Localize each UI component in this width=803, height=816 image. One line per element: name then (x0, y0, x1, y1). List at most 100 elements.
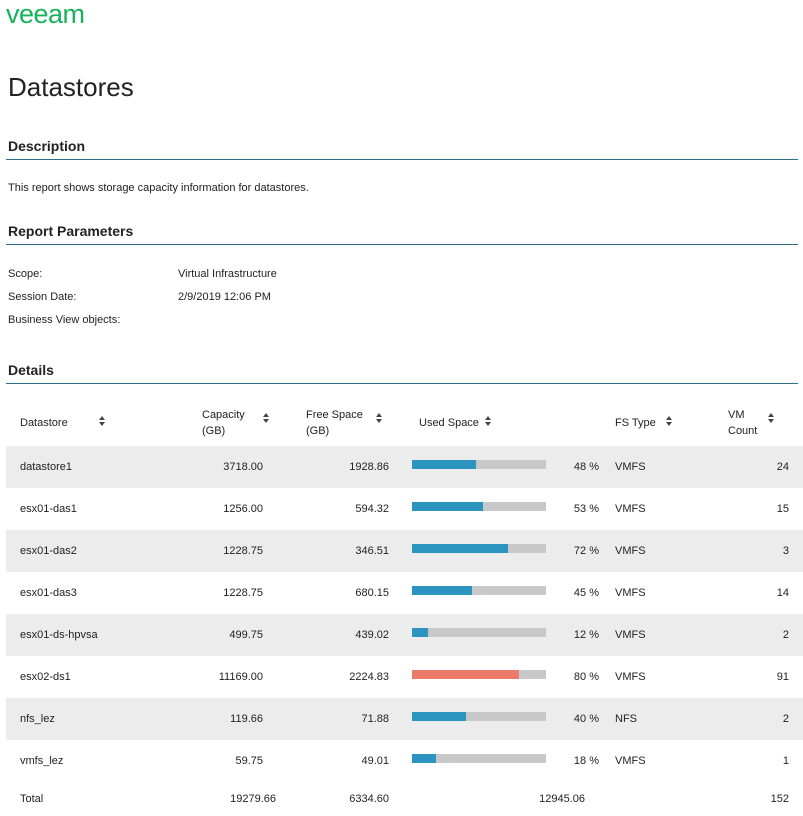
section-title-description: Description (8, 138, 86, 154)
section-divider (6, 244, 798, 245)
veeam-logo: veeam (6, 2, 118, 26)
table-row: esx02-ds1 11169.00 2224.83 80 % VMFS 91 (6, 656, 803, 698)
column-header-label: Datastore (20, 417, 68, 429)
total-vm-count: 152 (770, 793, 789, 805)
column-header-used-space[interactable]: Used Space (419, 415, 479, 431)
column-header-label: VM (728, 409, 745, 421)
table-row: nfs_lez 119.66 71.88 40 % NFS 2 (6, 698, 803, 740)
vm-count-value: 3 (782, 545, 789, 557)
vm-count-value: 91 (776, 671, 789, 683)
capacity-value: 3718.00 (223, 461, 263, 473)
free-space-value: 680.15 (355, 587, 389, 599)
used-space-bar (412, 712, 546, 721)
section-divider (6, 159, 798, 160)
used-space-bar (412, 502, 546, 511)
datastores-table: Datastore Capacity (GB) Free Space (GB) … (6, 400, 803, 816)
used-space-bar-fill (412, 586, 473, 595)
fs-type-value: NFS (615, 713, 637, 725)
column-header-label: Capacity (202, 409, 245, 421)
capacity-value: 59.75 (235, 755, 263, 767)
param-value-session-date: 2/9/2019 12:06 PM (178, 291, 271, 303)
column-header-capacity[interactable]: Capacity (GB) (202, 407, 245, 439)
column-header-free-space[interactable]: Free Space (GB) (306, 407, 363, 439)
table-row: esx01-das2 1228.75 346.51 72 % VMFS 3 (6, 530, 803, 572)
column-header-label: Used Space (419, 417, 479, 429)
param-value-scope: Virtual Infrastructure (178, 268, 277, 280)
datastore-name: esx01-das3 (20, 587, 77, 599)
section-title-parameters: Report Parameters (8, 223, 134, 239)
used-space-percent: 18 % (573, 755, 599, 767)
table-row: esx01-das1 1256.00 594.32 53 % VMFS 15 (6, 488, 803, 530)
column-header-label-2: Count (728, 425, 758, 437)
section-title-details: Details (8, 362, 54, 378)
free-space-value: 2224.83 (349, 671, 389, 683)
used-space-bar (412, 628, 546, 637)
vm-count-value: 15 (776, 503, 789, 515)
fs-type-value: VMFS (615, 545, 646, 557)
table-row: vmfs_lez 59.75 49.01 18 % VMFS 1 (6, 740, 803, 782)
table-total-row: Total 19279.66 6334.60 12945.06 152 (6, 782, 803, 816)
datastore-name: esx01-das2 (20, 545, 77, 557)
used-space-bar-fill (412, 754, 437, 763)
param-label-business-view: Business View objects: (8, 314, 121, 326)
column-header-label: Free Space (306, 409, 363, 421)
param-label-session-date: Session Date: (8, 291, 77, 303)
vm-count-value: 1 (782, 755, 789, 767)
capacity-value: 499.75 (229, 629, 263, 641)
column-header-unit: (GB) (306, 425, 330, 437)
fs-type-value: VMFS (615, 629, 646, 641)
datastore-name: vmfs_lez (20, 755, 64, 767)
sort-icon[interactable] (666, 415, 672, 427)
table-row: esx01-das3 1228.75 680.15 45 % VMFS 14 (6, 572, 803, 614)
used-space-bar (412, 754, 546, 763)
datastore-name: nfs_lez (20, 713, 55, 725)
sort-icon[interactable] (99, 415, 105, 427)
used-space-percent: 72 % (573, 545, 599, 557)
total-capacity: 19279.66 (230, 793, 276, 805)
datastore-name: esx01-ds-hpvsa (20, 629, 98, 641)
used-space-percent: 40 % (573, 713, 599, 725)
table-body: datastore1 3718.00 1928.86 48 % VMFS 24 … (6, 446, 803, 782)
used-space-bar-fill (412, 670, 520, 679)
table-row: esx01-ds-hpvsa 499.75 439.02 12 % VMFS 2 (6, 614, 803, 656)
free-space-value: 346.51 (355, 545, 389, 557)
used-space-bar-fill (412, 544, 509, 553)
free-space-value: 1928.86 (349, 461, 389, 473)
fs-type-value: VMFS (615, 461, 646, 473)
capacity-value: 119.66 (230, 713, 263, 725)
table-row: datastore1 3718.00 1928.86 48 % VMFS 24 (6, 446, 803, 488)
sort-icon[interactable] (263, 412, 269, 424)
fs-type-value: VMFS (615, 671, 646, 683)
total-label: Total (20, 793, 44, 805)
column-header-datastore[interactable]: Datastore (20, 415, 68, 431)
sort-icon[interactable] (768, 412, 774, 424)
table-header-row: Datastore Capacity (GB) Free Space (GB) … (6, 400, 803, 446)
used-space-bar (412, 460, 546, 469)
capacity-value: 1256.00 (223, 503, 263, 515)
used-space-bar (412, 586, 546, 595)
total-free-space: 6334.60 (349, 793, 389, 805)
sort-icon[interactable] (485, 415, 491, 427)
capacity-value: 1228.75 (223, 545, 263, 557)
used-space-bar-fill (412, 502, 484, 511)
fs-type-value: VMFS (615, 755, 646, 767)
used-space-percent: 80 % (573, 671, 599, 683)
sort-icon[interactable] (376, 412, 382, 424)
column-header-vm-count[interactable]: VM Count (728, 407, 757, 439)
veeam-logo-text: veeam (6, 2, 85, 26)
used-space-percent: 12 % (573, 629, 599, 641)
free-space-value: 49.01 (361, 755, 389, 767)
vm-count-value: 2 (782, 629, 789, 641)
used-space-bar-fill (412, 460, 477, 469)
used-space-bar-fill (412, 712, 466, 721)
used-space-bar (412, 670, 546, 679)
vm-count-value: 2 (782, 713, 789, 725)
section-divider (6, 383, 798, 384)
column-header-fs-type[interactable]: FS Type (615, 415, 656, 431)
used-space-bar (412, 544, 546, 553)
used-space-percent: 48 % (573, 461, 599, 473)
fs-type-value: VMFS (615, 503, 646, 515)
free-space-value: 71.88 (361, 713, 389, 725)
free-space-value: 594.32 (355, 503, 389, 515)
capacity-value: 1228.75 (223, 587, 263, 599)
